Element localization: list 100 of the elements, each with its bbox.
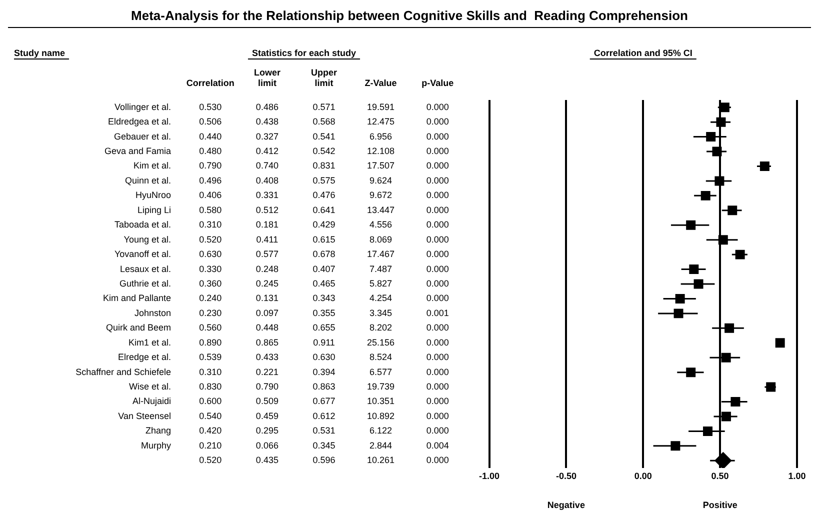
- data-label: 0.830: [199, 382, 222, 392]
- data-label: 25.156: [367, 337, 395, 348]
- data-label: 0.210: [199, 440, 222, 450]
- data-label: 0.496: [199, 175, 222, 186]
- data-label: 0.245: [256, 278, 278, 288]
- point: [724, 323, 734, 333]
- point: [694, 279, 704, 289]
- data-label: 0.541: [312, 131, 336, 142]
- data-label: 0.440: [199, 131, 222, 142]
- data-label: 0.520: [199, 234, 222, 244]
- data-label: 0.000: [426, 410, 449, 421]
- data-label: 0.000: [426, 102, 449, 112]
- data-label: 0.539: [199, 352, 222, 362]
- point: [775, 338, 785, 348]
- point: [706, 132, 716, 142]
- data-label: 10.261: [367, 455, 395, 466]
- data-label: 0.596: [312, 455, 336, 466]
- data-label: 0.240: [199, 293, 222, 304]
- x-tick-label: Lower limit: [254, 67, 281, 88]
- point: [714, 176, 724, 186]
- data-label: 0.600: [199, 396, 222, 406]
- data-label: 0.571: [312, 102, 336, 112]
- y-tick-label: Kim and Pallante: [102, 293, 171, 304]
- y-tick-label: Vollinger et al.: [114, 102, 171, 112]
- data-label: 13.447: [367, 204, 395, 215]
- data-label: 0.429: [312, 220, 336, 230]
- data-label: 0.568: [312, 116, 336, 127]
- data-label: 0.248: [256, 264, 278, 274]
- y-tick-label: Van Steensel: [118, 410, 171, 421]
- data-label: 0.327: [256, 131, 278, 142]
- data-label: 0.486: [256, 102, 278, 112]
- y-tick-label: Johnston: [134, 308, 171, 318]
- data-label: 0.000: [426, 293, 449, 304]
- y-axis-title: Study name: [14, 48, 66, 58]
- data-label: 0.345: [312, 440, 336, 450]
- data-label: 3.345: [370, 308, 392, 318]
- data-label: 0.540: [199, 410, 222, 421]
- point: [760, 162, 770, 171]
- data-label: 0.911: [313, 337, 335, 348]
- data-label: 0.509: [256, 396, 278, 406]
- data-label: 17.507: [367, 160, 395, 171]
- data-label: 4.254: [370, 293, 392, 304]
- data-label: 0.394: [312, 366, 336, 377]
- data-label: 0.506: [199, 116, 222, 127]
- y-tick-label: Geva and Famia: [104, 146, 171, 156]
- data-label: 0.000: [426, 204, 449, 215]
- data-label: 9.624: [370, 175, 392, 186]
- data-label: 0.448: [256, 322, 278, 333]
- data-label: 10.892: [367, 410, 395, 421]
- data-label: 0.678: [312, 249, 336, 260]
- point: [766, 382, 776, 392]
- y-tick-label: Zhang: [145, 426, 171, 436]
- point: [721, 412, 731, 422]
- data-label: 0.000: [426, 337, 449, 348]
- data-label: 0.790: [199, 160, 222, 171]
- y-tick-label: Guthrie et al.: [119, 278, 171, 288]
- data-label: 0.641: [312, 204, 336, 215]
- point: [689, 264, 699, 274]
- data-label: 0.000: [426, 190, 449, 200]
- data-label: 0.000: [426, 426, 449, 436]
- data-label: 0.433: [256, 352, 278, 362]
- y-tick-label: Al-Nujaidi: [132, 396, 171, 406]
- point: [718, 235, 728, 245]
- data-label: 0.000: [426, 234, 449, 244]
- data-label: 0.000: [426, 455, 449, 466]
- data-label: 0.000: [426, 175, 449, 186]
- data-label: 0.740: [256, 160, 278, 171]
- data-label: 0.530: [199, 102, 222, 112]
- data-label: 2.844: [370, 440, 392, 450]
- point: [716, 117, 726, 127]
- data-label: 0.435: [256, 455, 278, 466]
- data-label: 8.202: [370, 322, 392, 333]
- data-label: 0.630: [199, 249, 222, 260]
- data-label: 7.487: [370, 264, 392, 274]
- data-label: 0.001: [426, 308, 449, 318]
- point: [712, 146, 722, 156]
- data-label: 0.476: [312, 190, 336, 200]
- data-label: 0.000: [426, 366, 449, 377]
- data-label: 0.295: [256, 426, 278, 436]
- point: [721, 352, 731, 362]
- y-tick-label: Elredge et al.: [118, 352, 171, 362]
- point: [686, 220, 696, 230]
- y-tick-label: Kim1 et al.: [128, 337, 171, 348]
- data-label: 0.531: [312, 426, 336, 436]
- x-tick-label: 1.00: [788, 470, 806, 481]
- data-label: 0.438: [256, 116, 278, 127]
- chart-title: Meta-Analysis for the Relationship between Cognitive Skills and Reading Comprehension: [8, 8, 811, 28]
- data-label: 0.411: [256, 234, 278, 244]
- point: [728, 206, 738, 216]
- data-label: 0.000: [426, 278, 449, 288]
- data-label: 0.863: [312, 382, 336, 392]
- data-label: 0.420: [199, 426, 222, 436]
- y-tick-label: Yovanoff et al.: [114, 249, 171, 260]
- y-tick-label: HyuNroo: [135, 190, 171, 200]
- data-label: 17.467: [367, 249, 395, 260]
- data-label: 0.331: [256, 190, 278, 200]
- data-label: 4.556: [370, 220, 392, 230]
- y-tick-label: Gebauer et al.: [114, 131, 171, 142]
- data-label: 12.475: [367, 116, 395, 127]
- data-label: 0.000: [426, 264, 449, 274]
